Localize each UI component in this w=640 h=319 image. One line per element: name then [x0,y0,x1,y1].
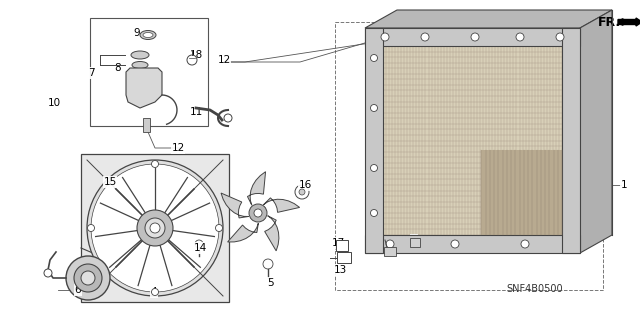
Circle shape [516,33,524,41]
Text: 18: 18 [189,50,203,60]
Bar [365,28,383,253]
Text: 5: 5 [268,278,275,288]
Text: 15: 15 [104,177,116,187]
Bar [410,238,420,247]
Text: 12: 12 [218,55,230,65]
Bar [384,247,396,256]
Circle shape [386,240,394,248]
Circle shape [152,288,159,295]
Circle shape [381,33,389,41]
Circle shape [451,240,459,248]
Text: 2: 2 [386,245,392,255]
Text: 9: 9 [134,28,140,38]
Circle shape [91,164,219,292]
Ellipse shape [131,51,149,59]
Circle shape [371,210,378,217]
Bar [143,118,150,132]
Circle shape [152,160,159,167]
Bar [336,240,348,251]
Circle shape [44,269,52,277]
Circle shape [254,209,262,217]
Circle shape [371,165,378,172]
Bar [383,46,562,235]
Text: 6: 6 [75,285,81,295]
Polygon shape [580,10,612,253]
Circle shape [66,256,110,300]
Circle shape [371,55,378,62]
Ellipse shape [132,62,148,69]
Polygon shape [126,68,162,108]
Circle shape [145,218,165,238]
Circle shape [295,185,309,199]
Polygon shape [265,216,279,251]
FancyArrow shape [618,18,640,26]
Circle shape [249,204,267,222]
Bar [365,235,580,253]
Text: 11: 11 [189,107,203,117]
Ellipse shape [140,31,156,40]
Text: 3: 3 [411,235,417,245]
Bar [81,154,229,302]
Polygon shape [228,223,259,242]
Polygon shape [248,172,266,205]
Text: 14: 14 [193,243,207,253]
Circle shape [299,189,305,195]
Text: 8: 8 [115,63,122,73]
Circle shape [195,240,203,248]
Circle shape [150,223,160,233]
Text: 4: 4 [150,287,157,297]
Text: FR.: FR. [598,16,621,29]
Circle shape [224,114,232,122]
Circle shape [88,225,95,232]
Circle shape [74,264,102,292]
Circle shape [521,240,529,248]
Circle shape [263,259,273,269]
Circle shape [137,210,173,246]
Circle shape [556,33,564,41]
Bar [481,150,562,235]
Polygon shape [264,198,300,212]
Circle shape [471,33,479,41]
Polygon shape [365,10,612,28]
Circle shape [81,271,95,285]
Text: 13: 13 [333,265,347,275]
Text: 16: 16 [298,180,312,190]
Circle shape [187,55,197,65]
Bar [337,252,351,263]
Text: 1: 1 [621,180,627,190]
Ellipse shape [143,33,153,38]
Bar [562,28,580,253]
Circle shape [421,33,429,41]
Text: 17: 17 [332,238,344,248]
Bar [335,22,603,290]
Bar [365,28,580,46]
Polygon shape [221,193,248,218]
Circle shape [371,105,378,112]
Text: 12: 12 [172,143,184,153]
Text: 10: 10 [47,98,61,108]
Circle shape [216,225,223,232]
Bar [90,18,208,126]
Text: SNF4B0500: SNF4B0500 [507,284,563,294]
Circle shape [87,160,223,296]
Text: 7: 7 [88,68,94,78]
